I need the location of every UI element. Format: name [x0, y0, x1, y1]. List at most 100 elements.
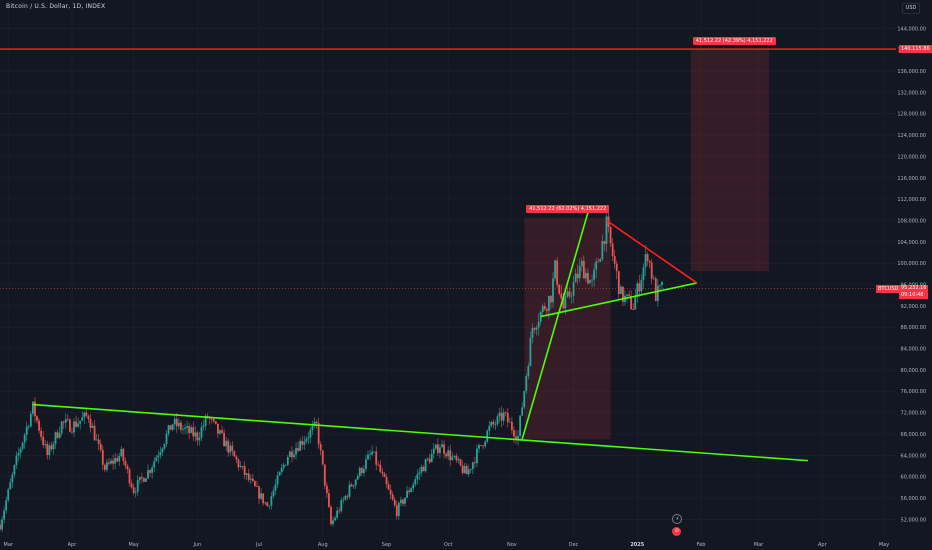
candle-body: [221, 430, 223, 433]
candle-body: [436, 444, 439, 453]
candle-body: [636, 283, 639, 298]
candle-body: [19, 448, 22, 454]
candle-body: [293, 454, 295, 458]
y-tick-label: 52,000.00: [901, 517, 926, 523]
candle-body: [566, 291, 569, 297]
candle-body: [89, 418, 92, 428]
candle-body: [334, 517, 336, 521]
y-tick-label: 64,000.00: [901, 453, 926, 459]
candle-body: [120, 448, 123, 457]
currency-button[interactable]: USD: [902, 3, 920, 14]
candle-body: [173, 418, 176, 425]
countdown-timer: 09:10:48: [901, 291, 924, 298]
candle-body: [599, 258, 602, 262]
candle-body: [504, 412, 507, 414]
x-tick-label: Aug: [318, 542, 328, 548]
candle-body: [626, 294, 628, 296]
candle-body: [266, 502, 269, 507]
candle-body: [321, 450, 324, 465]
candle-body: [301, 440, 304, 445]
candle-body: [29, 413, 32, 427]
candle-body: [284, 464, 287, 466]
candle-body: [233, 451, 236, 457]
y-tick-label: 108,000.00: [897, 218, 926, 224]
candle-body: [344, 495, 347, 500]
candle-body: [328, 493, 330, 507]
candle-body: [157, 455, 160, 458]
candle-body: [654, 278, 657, 301]
candle-body: [611, 243, 614, 257]
candle-body: [358, 467, 361, 477]
candle-body: [480, 445, 482, 446]
candle-body: [548, 296, 550, 311]
candle-body: [184, 427, 186, 429]
candle-body: [441, 444, 443, 448]
candle-body: [126, 465, 129, 470]
candle-body: [91, 425, 94, 428]
candle-body: [256, 486, 258, 487]
candle-body: [210, 418, 213, 420]
resistance-price-value: 140,115.86: [901, 46, 930, 53]
candle-body: [593, 269, 596, 280]
event-flash-icon[interactable]: ⚡: [672, 514, 683, 524]
y-tick-label: 128,000.00: [897, 112, 926, 118]
candle-body: [167, 425, 170, 434]
candle-body: [352, 485, 355, 487]
event-earnings-icon[interactable]: ⊙: [672, 527, 682, 536]
candle-body: [350, 484, 353, 487]
candle-body: [330, 506, 332, 525]
candle-body: [362, 468, 365, 473]
candle-body: [422, 466, 425, 472]
y-tick-label: 72,000.00: [901, 411, 926, 417]
candle-body: [406, 490, 408, 498]
candle-body: [260, 493, 262, 499]
measure-zone-2: [690, 49, 769, 272]
measure-label-2: 41,512.22 (42.39%) 4,151,222: [692, 36, 776, 45]
candle-body: [44, 443, 47, 445]
candle-body: [77, 423, 80, 427]
candle-body: [175, 418, 178, 427]
candle-body: [282, 464, 285, 468]
candle-body: [297, 448, 299, 451]
candle-body: [424, 459, 427, 472]
candle-body: [360, 467, 363, 473]
price-axis: 52,000.00 56,000.00 60,000.00 64,000.00 68,0…: [896, 0, 932, 550]
candle-body: [605, 216, 608, 244]
candle-body: [81, 417, 84, 421]
candle-body: [603, 241, 606, 244]
candle-body: [506, 413, 509, 423]
candle-body: [235, 456, 238, 460]
candle-body: [613, 256, 616, 264]
candle-body: [36, 416, 38, 421]
candle-body: [332, 520, 334, 525]
candle-body: [50, 445, 53, 450]
candle-body: [274, 484, 277, 491]
candle-body: [194, 432, 197, 437]
x-tick-label: Jun: [192, 542, 201, 548]
candle-body: [138, 476, 141, 481]
y-tick-label: 100,000.00: [897, 261, 926, 267]
candle-body: [278, 472, 281, 476]
candle-body: [46, 443, 49, 456]
candle-body: [303, 441, 306, 445]
candle-body: [114, 458, 117, 464]
x-tick-label: 2025: [630, 542, 644, 548]
candle-body: [68, 419, 71, 432]
candle-body: [58, 433, 61, 438]
candle-body: [498, 412, 501, 417]
candle-body: [116, 458, 119, 462]
candle-body: [432, 448, 435, 454]
candle-body: [202, 425, 205, 427]
candle-body: [652, 278, 655, 280]
candle-body: [311, 426, 314, 430]
candle-body: [595, 261, 598, 270]
candle-body: [656, 285, 659, 301]
candle-body: [299, 440, 302, 451]
candle-body: [225, 440, 228, 447]
candle-body: [75, 421, 77, 427]
candle-body: [163, 443, 166, 449]
candle-body: [391, 494, 394, 500]
candle-body: [27, 426, 30, 428]
candle-body: [56, 432, 59, 438]
